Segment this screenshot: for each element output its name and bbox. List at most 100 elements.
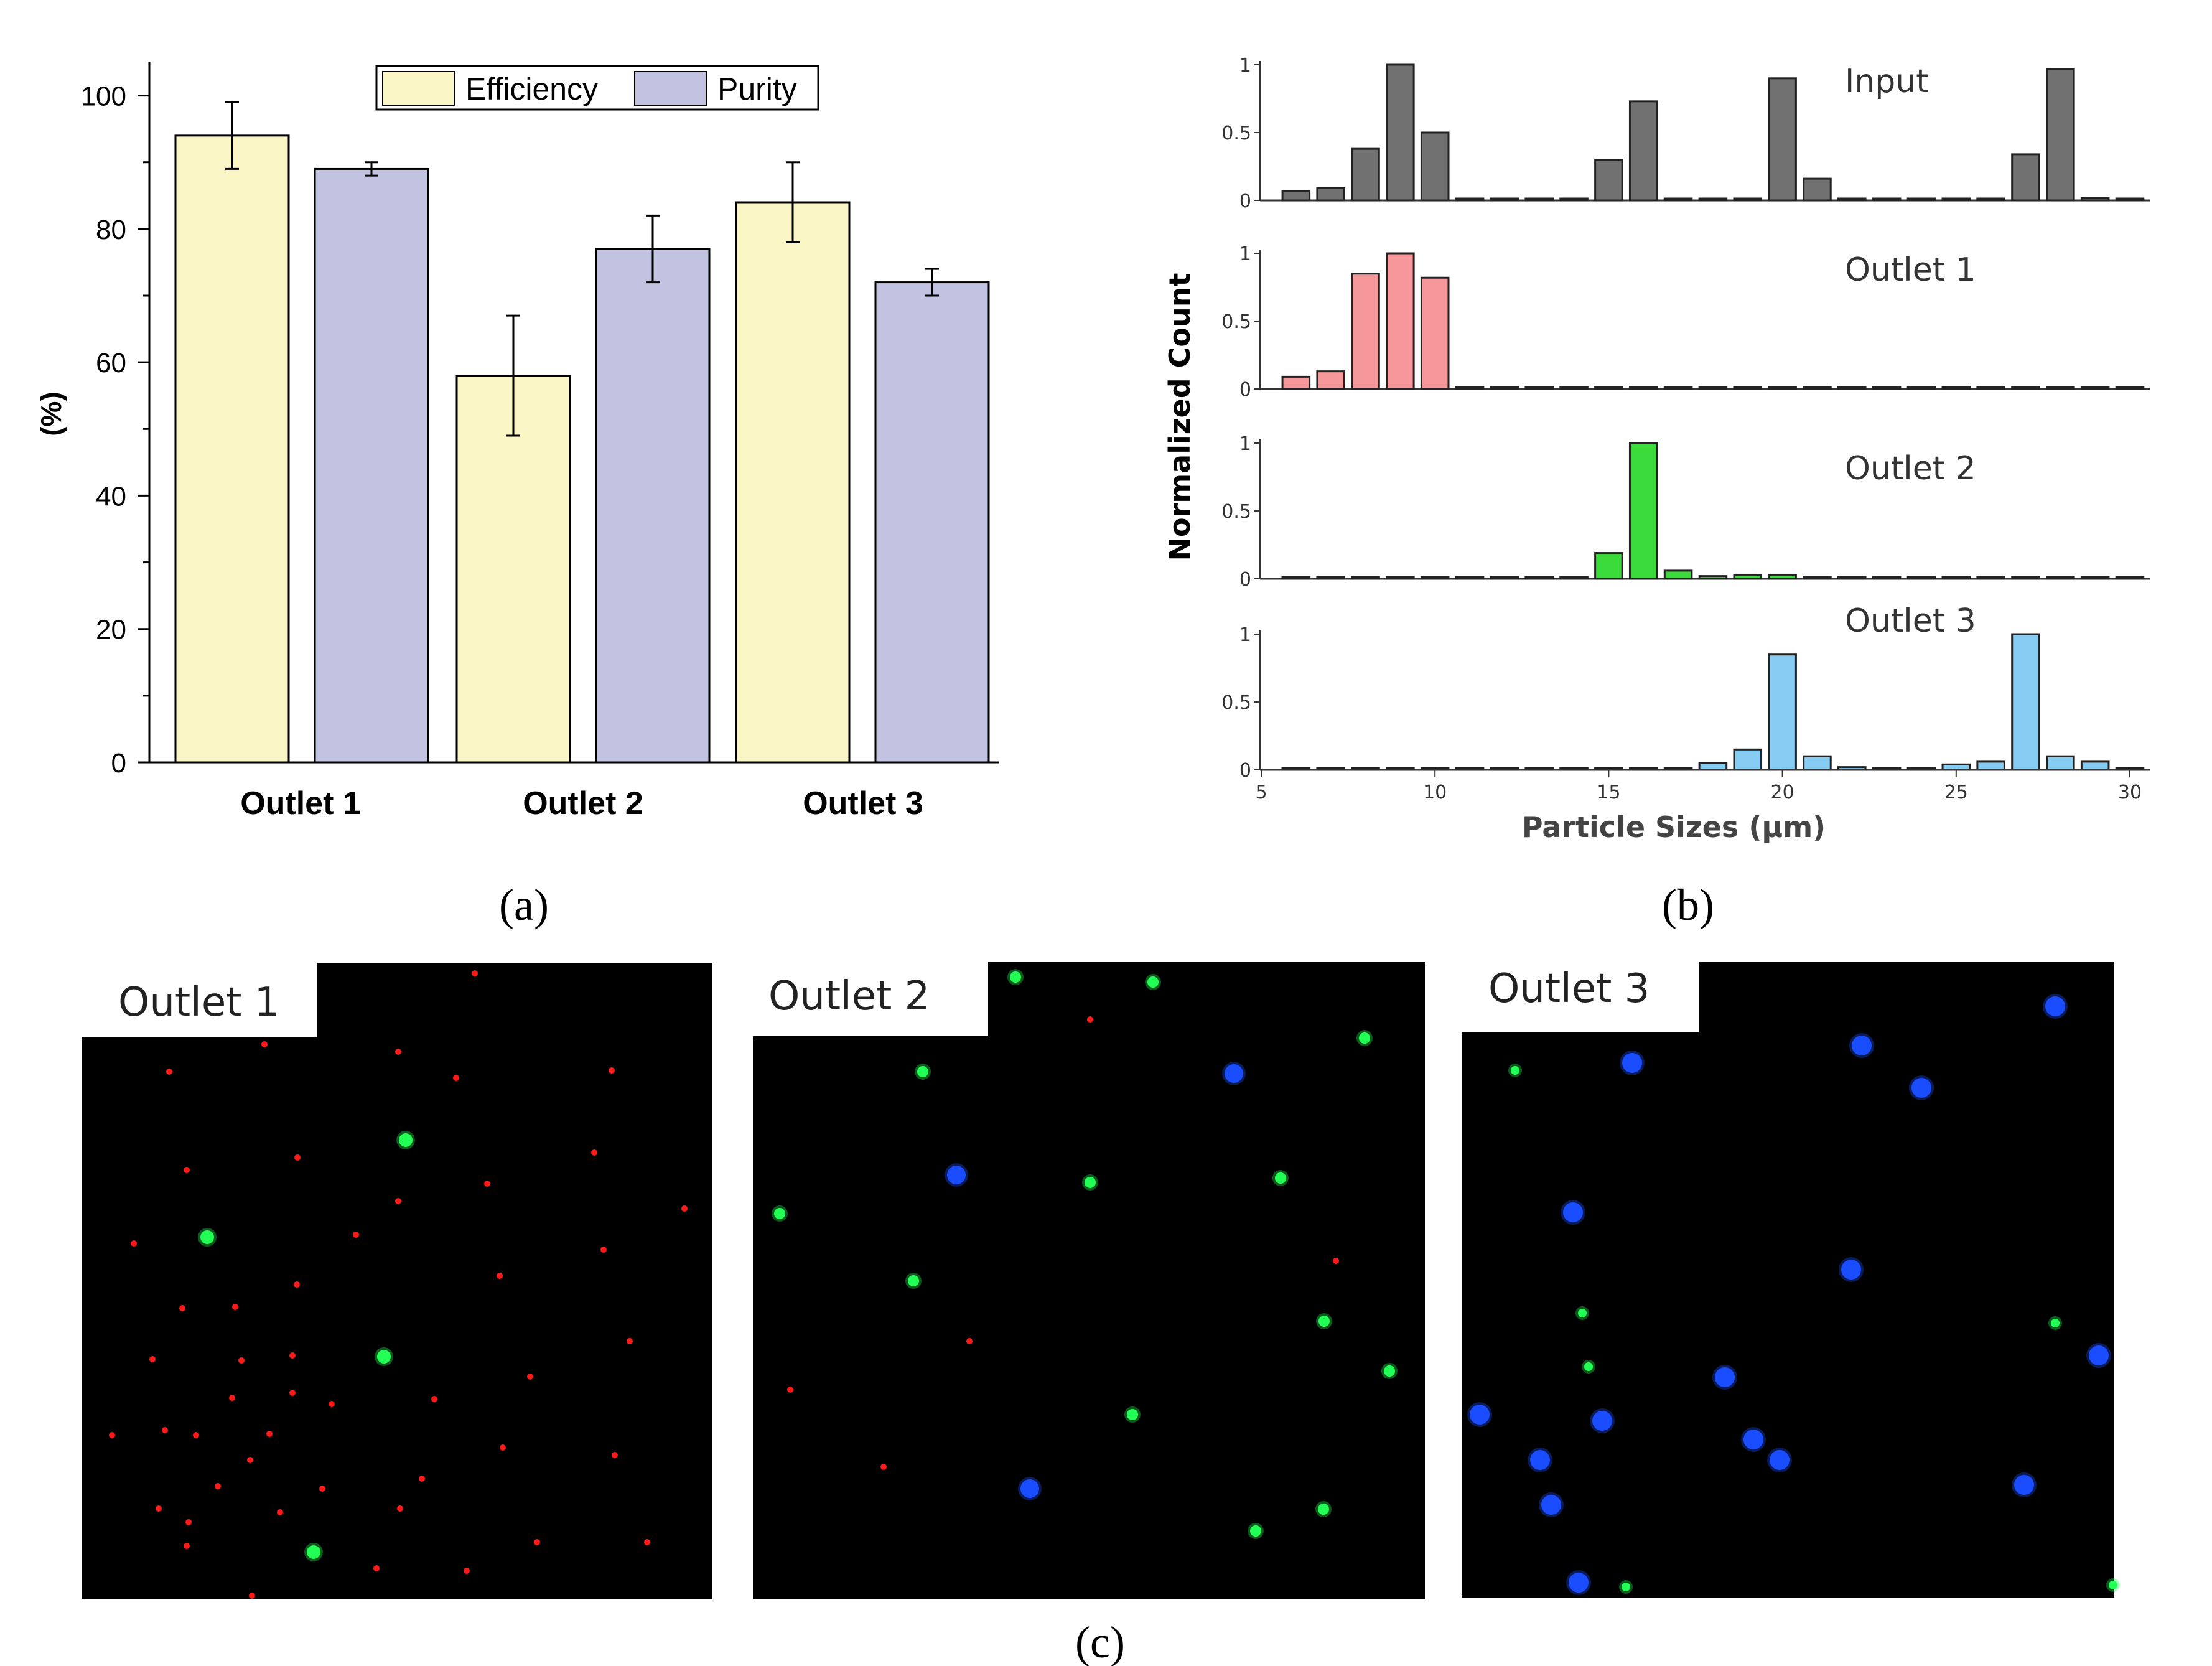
red-particle (109, 1432, 115, 1438)
histogram-bar (1316, 187, 1345, 202)
y-axis-label: (%) (35, 391, 67, 436)
red-particle (131, 1240, 137, 1247)
histogram-bar (1768, 77, 1797, 202)
red-particle (600, 1247, 607, 1253)
histogram-bar (1803, 386, 1832, 390)
histogram-bar (2046, 755, 2075, 771)
histogram-bar (2046, 576, 2075, 580)
histogram-bar (1872, 386, 1902, 390)
x-tick-label: 15 (1597, 782, 1620, 803)
green-particle (1511, 1066, 1519, 1075)
histogram-bar (2080, 576, 2110, 580)
red-particle (397, 1505, 403, 1512)
y-tick-label: 0 (1239, 190, 1251, 212)
blue-particle (1743, 1430, 1763, 1449)
x-tick-label: 5 (1255, 782, 1267, 803)
y-tick-label: 0.5 (1221, 123, 1251, 144)
red-particle (464, 1568, 470, 1574)
green-particle (774, 1208, 785, 1219)
histogram-bar (1733, 748, 1763, 771)
histogram-bar (2080, 760, 2110, 771)
y-axis (148, 62, 999, 764)
red-particle (289, 1390, 296, 1396)
y-tick-label: 100 (81, 82, 126, 112)
histogram-bar (1698, 762, 1728, 771)
histogram-bar (1490, 386, 1519, 390)
y-tick-label: 0 (111, 748, 126, 779)
micrograph-title: Outlet 2 (768, 973, 930, 1019)
x-tick-label: 30 (2118, 782, 2142, 803)
red-particle (534, 1539, 540, 1545)
x-tick-labels: Outlet 1 Outlet 2 Outlet 3 (240, 785, 923, 821)
histogram-bar (1906, 386, 1936, 390)
histogram-outlet-1: 0 0.5 1 Outlet 1 (1221, 243, 2150, 401)
histogram-bar (2115, 386, 2145, 390)
blue-particle (2014, 1475, 2034, 1495)
histogram-bar (1976, 760, 2005, 771)
fluorescence-micrographs: Outlet 1 Outlet 2 Outlet 3 (c) (82, 962, 2120, 1666)
red-particle (232, 1304, 238, 1310)
histogram-bar (1420, 131, 1450, 202)
red-particle (156, 1505, 162, 1512)
particle-size-histograms: 0 0.5 1 Input 0 0.5 1 Outlet 1 0 0.5 1 Outlet 2 0 0.5… (1163, 55, 2150, 930)
y-tick-label: 0.5 (1221, 692, 1251, 714)
legend-swatch-efficiency (382, 71, 455, 106)
red-particle (591, 1149, 597, 1156)
histogram-bar (1351, 147, 1380, 202)
y-tick-label: 40 (96, 481, 126, 512)
histogram-bar (1351, 273, 1380, 390)
red-particle (1333, 1258, 1339, 1264)
x-tick-group: 5 10 15 20 25 30 (1255, 770, 2142, 803)
y-tick-label: 1 (1239, 243, 1251, 265)
blue-particle (1715, 1367, 1735, 1387)
red-particle (395, 1198, 401, 1204)
histogram-bar (2080, 386, 2110, 390)
y-tick-label: 0 (1239, 379, 1251, 401)
histogram-bar (1906, 576, 1936, 580)
histogram-bar (1490, 197, 1519, 202)
blue-particle (1541, 1495, 1561, 1515)
red-particle (261, 1041, 268, 1047)
red-particle (419, 1476, 425, 1482)
red-particle (627, 1338, 633, 1344)
red-particle (484, 1181, 490, 1187)
histogram-bar (1837, 386, 1867, 390)
histogram-bar (1559, 197, 1589, 202)
histogram-title: Outlet 3 (1845, 602, 1976, 640)
error-bar (506, 314, 520, 437)
histogram-bar (1872, 197, 1902, 202)
red-particle (681, 1205, 688, 1212)
histogram-outlet-3: 0 0.5 1 Outlet 3 (1221, 602, 2150, 782)
red-particle (353, 1232, 359, 1238)
micrograph-title: Outlet 3 (1488, 966, 1650, 1012)
histogram-bar (1803, 755, 1832, 771)
histogram-bar (1386, 63, 1415, 202)
histogram-bar (1420, 276, 1450, 390)
histogram-bar (1316, 370, 1345, 390)
red-particle (249, 1593, 255, 1599)
histogram-bar (1837, 197, 1867, 202)
histogram-bar (1524, 576, 1554, 580)
bar-purity-1 (314, 167, 429, 764)
red-particle (319, 1486, 325, 1492)
legend-label-efficiency: Efficiency (465, 72, 598, 106)
green-particle (307, 1545, 320, 1559)
histogram-bar (1559, 576, 1589, 580)
green-particle (1127, 1409, 1138, 1420)
green-particle (200, 1230, 214, 1244)
histogram-bar (1281, 576, 1311, 580)
histogram-bar (1663, 197, 1693, 202)
bar-purity-3 (874, 281, 990, 764)
histogram-bar (2046, 386, 2075, 390)
micrograph-title: Outlet 1 (118, 980, 279, 1026)
blue-particle (1569, 1573, 1589, 1593)
blue-particle (2045, 996, 2065, 1016)
red-particle (329, 1401, 335, 1407)
green-particle (1584, 1362, 1593, 1371)
histogram-bar (1698, 575, 1728, 580)
histogram-bar (2011, 633, 2040, 771)
histogram-rows: 0 0.5 1 Input 0 0.5 1 Outlet 1 0 0.5 1 Outlet 2 0 0.5… (1221, 55, 2150, 782)
y-tick-label: 0 (1239, 569, 1251, 591)
histogram-bar (1316, 576, 1345, 580)
histogram-bar (1524, 197, 1554, 202)
